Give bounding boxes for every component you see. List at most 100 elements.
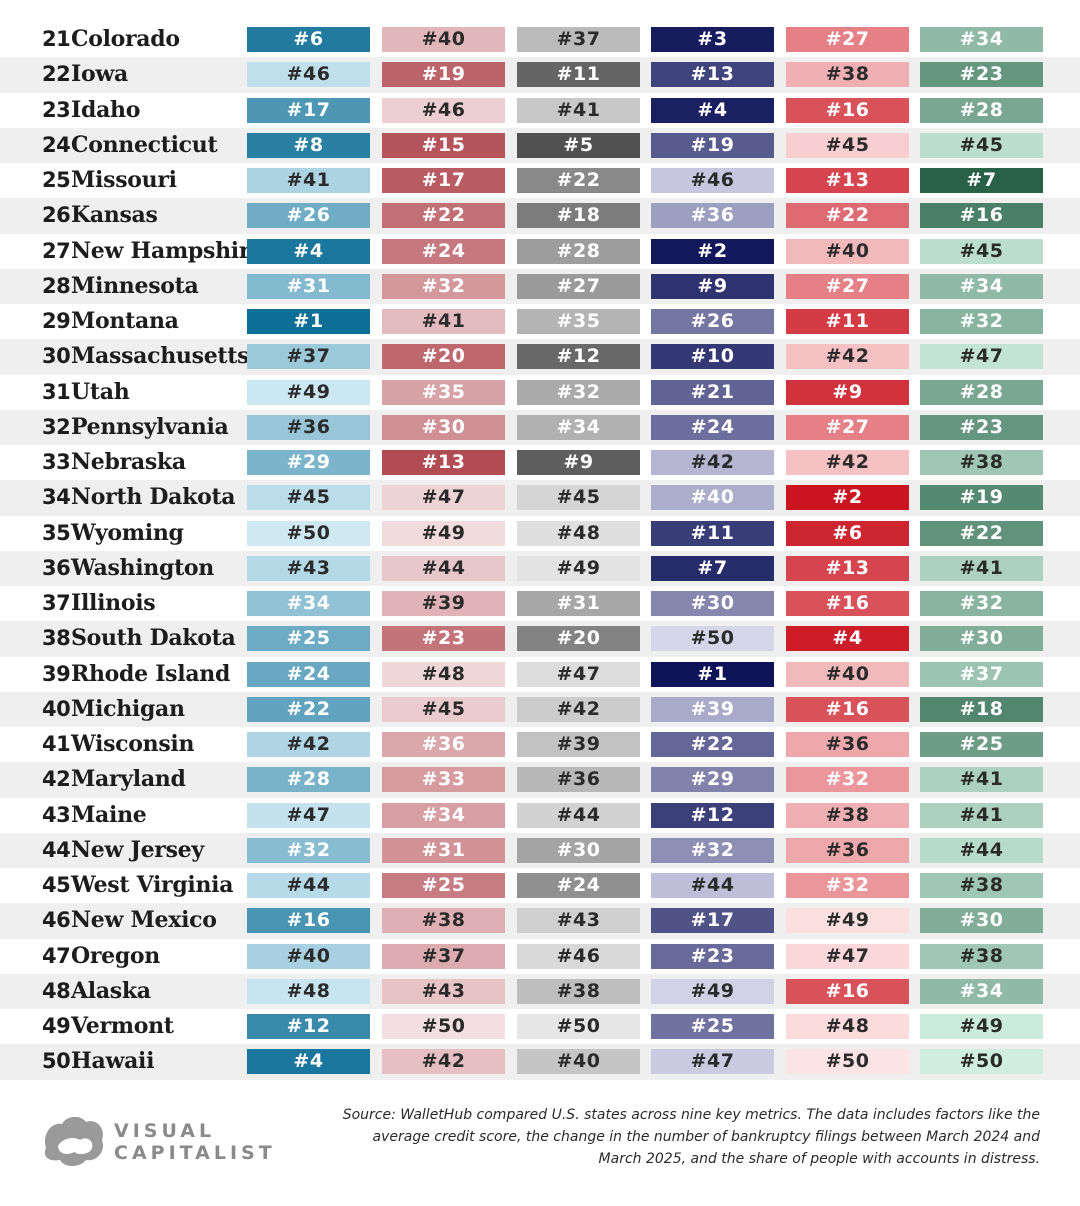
rank-cell-metric-2: #40 (382, 27, 505, 52)
table-row: 28 Minnesota #31 #32 #27 #9 #27 #34 (0, 268, 1080, 304)
rank-cell-metric-5: #13 (786, 168, 909, 193)
table-row: 40 Michigan #22 #45 #42 #39 #16 #18 (0, 691, 1080, 727)
rank-cell-metric-5: #27 (786, 273, 909, 299)
rank-cell-metric-2: #19 (382, 62, 505, 88)
source-line-3: March 2025, and the share of people with… (598, 1151, 1040, 1167)
rank-cell-metric-4: #22 (651, 732, 774, 757)
rank-cell-metric-2: #45 (382, 696, 505, 722)
rank-cell-metric-6: #38 (920, 873, 1043, 898)
table-row: 42 Maryland #28 #33 #36 #29 #32 #41 (0, 762, 1080, 798)
rank-cell-metric-3: #34 (517, 414, 640, 440)
rank-cell-metric-6: #38 (920, 450, 1043, 475)
state-name: Kansas (71, 202, 158, 229)
table-row: 24 Connecticut #8 #15 #5 #19 #45 #45 (0, 127, 1080, 163)
rank-cell-metric-5: #11 (786, 309, 909, 334)
rank-cell-metric-5: #13 (786, 555, 909, 581)
rank-cell-metric-6: #30 (920, 626, 1043, 652)
rank-cell-metric-4: #42 (651, 450, 774, 475)
rank-cell-metric-6: #28 (920, 97, 1043, 123)
table-row: 46 New Mexico #16 #38 #43 #17 #49 #30 (0, 903, 1080, 939)
rank-number: 29 (42, 309, 71, 333)
rank-number: 41 (42, 732, 71, 756)
state-name: Connecticut (71, 131, 218, 158)
state-name: Wyoming (71, 519, 184, 546)
rank-cell-metric-1: #45 (247, 485, 370, 511)
rank-cell-metric-4: #46 (651, 168, 774, 193)
rank-cell-metric-5: #32 (786, 767, 909, 793)
rank-cell-metric-5: #40 (786, 238, 909, 264)
state-name: Oregon (71, 942, 161, 969)
rank-cell-metric-3: #20 (517, 626, 640, 652)
rank-cell-metric-2: #34 (382, 802, 505, 828)
state-name: Iowa (71, 61, 128, 88)
rank-cell-metric-1: #34 (247, 591, 370, 616)
rank-cell-metric-1: #12 (247, 1014, 370, 1039)
rank-cell-metric-6: #23 (920, 414, 1043, 440)
rank-cell-metric-1: #41 (247, 168, 370, 193)
rank-cell-metric-4: #49 (651, 978, 774, 1004)
rank-number: 33 (42, 450, 71, 474)
rank-cell-metric-5: #36 (786, 732, 909, 757)
ranking-table: 21 Colorado #6 #40 #37 #3 #27 #34 22 Iowa #46 #19 #1… (0, 22, 1080, 1080)
rank-cell-metric-2: #38 (382, 908, 505, 934)
rank-cell-metric-2: #47 (382, 485, 505, 511)
rank-cell-metric-1: #50 (247, 520, 370, 546)
rank-cell-metric-3: #46 (517, 943, 640, 969)
rank-number: 50 (42, 1049, 71, 1074)
rank-cell-metric-5: #50 (786, 1049, 909, 1075)
table-row: 35 Wyoming #50 #49 #48 #11 #6 #22 (0, 516, 1080, 551)
rank-cell-metric-2: #13 (382, 450, 505, 475)
table-row: 25 Missouri #41 #17 #22 #46 #13 #7 (0, 163, 1080, 198)
rank-cell-metric-1: #24 (247, 661, 370, 687)
rank-cell-metric-2: #50 (382, 1014, 505, 1039)
table-row: 33 Nebraska #29 #13 #9 #42 #42 #38 (0, 445, 1080, 480)
rank-cell-metric-5: #45 (786, 132, 909, 158)
rank-cell-metric-4: #17 (651, 908, 774, 934)
table-row: 37 Illinois #34 #39 #31 #30 #16 #32 (0, 586, 1080, 621)
source-line-2: average credit score, the change in the … (372, 1129, 1041, 1145)
rank-cell-metric-4: #30 (651, 591, 774, 616)
table-row: 38 South Dakota #25 #23 #20 #50 #4 #30 (0, 621, 1080, 657)
rank-cell-metric-3: #32 (517, 379, 640, 405)
rank-cell-metric-6: #28 (920, 379, 1043, 405)
rank-cell-metric-4: #1 (651, 661, 774, 687)
table-row: 27 New Hampshire #4 #24 #28 #2 #40 #45 (0, 234, 1080, 269)
rank-cell-metric-2: #33 (382, 767, 505, 793)
rank-number: 25 (42, 168, 71, 192)
rank-cell-metric-3: #37 (517, 27, 640, 52)
rank-cell-metric-6: #23 (920, 62, 1043, 88)
rank-cell-metric-1: #4 (247, 238, 370, 264)
state-name: Utah (71, 378, 130, 405)
rank-cell-metric-1: #1 (247, 309, 370, 334)
rank-cell-metric-5: #49 (786, 908, 909, 934)
state-name: Massachusetts (71, 343, 250, 370)
rank-cell-metric-5: #22 (786, 203, 909, 229)
rank-cell-metric-5: #42 (786, 450, 909, 475)
rank-number: 31 (42, 379, 71, 404)
rank-cell-metric-2: #48 (382, 661, 505, 687)
rank-cell-metric-1: #32 (247, 837, 370, 863)
state-name: Nebraska (71, 449, 186, 475)
state-name: New Jersey (71, 836, 204, 863)
rank-number: 35 (42, 520, 71, 545)
rank-cell-metric-2: #44 (382, 555, 505, 581)
table-row: 48 Alaska #48 #43 #38 #49 #16 #34 (0, 973, 1080, 1009)
rank-cell-metric-4: #10 (651, 344, 774, 370)
rank-number: 28 (42, 273, 71, 298)
rank-cell-metric-2: #41 (382, 309, 505, 334)
rank-cell-metric-6: #45 (920, 238, 1043, 264)
rank-cell-metric-1: #46 (247, 62, 370, 88)
rank-cell-metric-2: #42 (382, 1049, 505, 1075)
rank-cell-metric-3: #5 (517, 132, 640, 158)
rank-cell-metric-3: #50 (517, 1014, 640, 1039)
rank-cell-metric-4: #11 (651, 520, 774, 546)
rank-cell-metric-2: #46 (382, 97, 505, 123)
rank-cell-metric-3: #42 (517, 696, 640, 722)
state-name: Missouri (71, 167, 177, 193)
rank-cell-metric-3: #45 (517, 485, 640, 511)
rank-cell-metric-4: #12 (651, 802, 774, 828)
rank-cell-metric-3: #24 (517, 873, 640, 898)
rank-number: 49 (42, 1014, 71, 1038)
state-name: New Hampshire (71, 237, 264, 264)
rank-cell-metric-3: #22 (517, 168, 640, 193)
